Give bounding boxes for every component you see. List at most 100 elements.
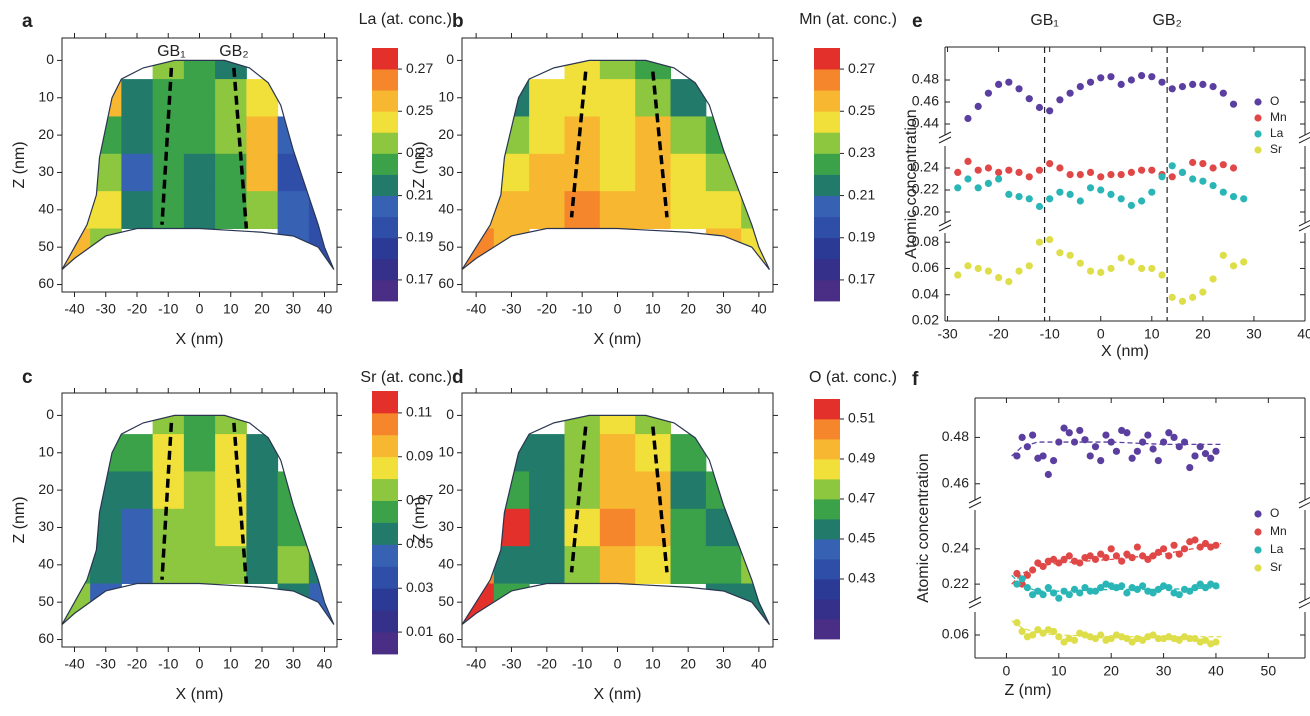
data-point [1128,554,1136,562]
data-point [974,102,982,110]
axis-break [938,219,952,232]
colorbar-level [372,391,398,414]
legend-marker [1254,564,1262,572]
map-cell [529,191,565,229]
map-cell [599,60,636,80]
data-point [1112,552,1121,560]
data-point [1076,559,1084,567]
colorbar-level [814,479,840,500]
map-cell [635,191,672,229]
data-point [1158,78,1166,86]
map-cells [462,415,770,622]
data-point [1148,188,1156,196]
data-point [1149,552,1157,560]
y-tick-label: 0 [446,406,454,422]
data-point [1029,631,1037,639]
x-tick-label: 20 [254,301,270,317]
data-point [1144,431,1152,439]
data-point [1076,426,1084,435]
data-point [1229,193,1238,201]
data-point [1191,536,1199,544]
y-tick-label: 60 [38,275,54,291]
map-cell [90,191,122,229]
colorbar-level [814,499,840,520]
y-tick-label: 0.06 [942,626,969,642]
data-point [1139,636,1147,644]
data-point [974,166,982,174]
data-point [1196,443,1204,451]
data-point [1018,575,1026,583]
map-cell [277,116,310,155]
data-point [1097,456,1105,465]
data-point [1128,638,1136,646]
y-tick-label: 40 [38,201,54,217]
x-tick-label: 0 [614,301,622,317]
panel-label: c [22,367,33,388]
colorbar-tick-label: 0.07 [406,491,433,507]
x-tick-label: 10 [1144,326,1160,342]
y-tick-label: 50 [38,593,54,609]
data-point [1180,545,1189,553]
data-point [1013,569,1021,578]
data-point [1049,627,1058,636]
map-cell [215,471,247,510]
data-point [1191,584,1199,592]
data-point [1229,100,1238,108]
data-point [1025,173,1033,181]
map-cell [152,60,185,80]
map-cell [152,153,185,192]
y-tick-label: 60 [38,630,54,646]
data-point [1066,89,1074,97]
data-point [984,267,993,275]
y-axis-title: Z (nm) [11,496,28,543]
data-point [1107,171,1115,179]
y-tick-label: 0.44 [912,115,939,131]
map-cell [277,191,310,229]
data-point [1044,470,1052,479]
data-point [1148,166,1156,174]
map-cell [705,471,742,510]
x-tick-label: -10 [572,656,592,672]
y-tick-label: 0.06 [912,259,939,275]
colorbar-tick-label: 0.45 [848,530,875,546]
data-point [1097,631,1105,639]
data-point [1086,168,1095,176]
data-point [1178,297,1187,305]
x-tick-label: 40 [317,656,333,672]
data-point [1117,195,1125,203]
legend-marker [1254,146,1262,154]
x-tick-label: 40 [751,301,767,317]
x-tick-label: 40 [317,301,333,317]
map-cell [62,546,91,584]
data-point [1046,235,1054,244]
panel-label: e [912,11,923,32]
colorbar-level [372,111,398,133]
data-point [1154,634,1162,643]
data-point [1091,587,1100,595]
map-cell [670,471,707,510]
data-point [1199,80,1207,88]
y-tick-label: 10 [38,443,54,459]
legend-marker [1254,546,1262,554]
legend-label: La [1270,126,1284,140]
map-cell [183,415,216,435]
data-point [1065,429,1073,437]
data-point [1055,559,1063,567]
map-cell [493,434,530,472]
data-point [1123,550,1131,558]
colorbar-tick-label: 0.23 [848,144,875,160]
data-point [1097,268,1105,277]
map-cell [705,153,742,192]
data-point [1112,447,1121,455]
data-point [1046,160,1054,168]
colorbar-tick-label: 0.27 [848,60,875,76]
colorbar-level [814,48,840,70]
data-point [1015,193,1023,201]
data-point [984,179,993,187]
data-point [1154,548,1162,556]
data-point [1013,580,1021,588]
data-point [1133,585,1141,594]
data-point [1029,431,1037,439]
y-tick-label: 0.22 [942,575,969,591]
colorbar-level [814,559,840,580]
